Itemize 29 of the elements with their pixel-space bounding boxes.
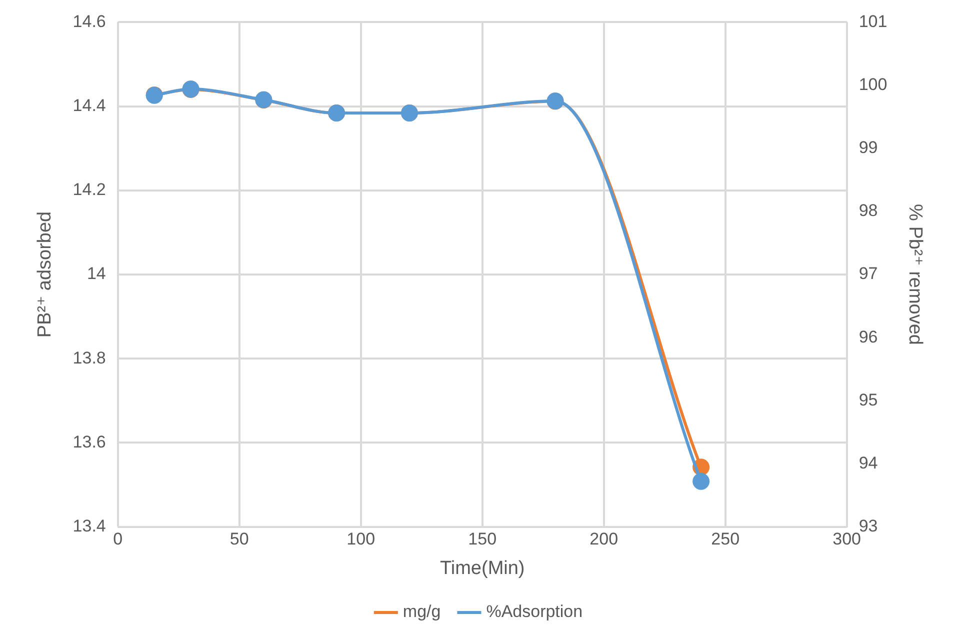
y-tick-label: 14.6 [72, 12, 106, 31]
x-tick-label: 300 [832, 530, 862, 549]
x-tick-label: 50 [230, 530, 249, 549]
y-tick-label: 13.4 [72, 516, 106, 536]
x-tick-label: 100 [346, 530, 376, 549]
y-tick-label: 13.6 [72, 432, 106, 452]
y-tick-label: 14.2 [72, 180, 106, 200]
y-axis-title: PB²⁺ adsorbed [34, 211, 56, 338]
y2-tick-label: 95 [858, 390, 878, 410]
y2-tick-label: 101 [858, 12, 888, 31]
y2-axis-title: % Pb²⁺ removed [904, 204, 926, 345]
y2-tick-label: 100 [858, 74, 888, 94]
x-tick-label: 250 [711, 530, 740, 549]
y-tick-label: 13.8 [72, 348, 106, 368]
y2-tick-label: 96 [858, 327, 878, 346]
y2-tick-label: 99 [858, 138, 878, 158]
x-tick-label: 150 [468, 530, 497, 549]
y-tick-label: 14 [86, 264, 106, 284]
point [692, 472, 710, 490]
y2-tick-label: 93 [858, 516, 878, 536]
y-tick-label: 14.4 [72, 96, 106, 115]
x-tick-label: 200 [590, 530, 618, 549]
x-tick-label: 0 [113, 530, 123, 549]
y2-tick-label: 98 [858, 201, 878, 220]
x-axis-title: Time(Min) [440, 558, 525, 579]
y2-tick-label: 97 [858, 264, 878, 284]
y2-tick-label: 94 [858, 453, 878, 472]
legend-label: mg/g [402, 602, 441, 622]
legend-label: %Adsorption [486, 602, 583, 622]
